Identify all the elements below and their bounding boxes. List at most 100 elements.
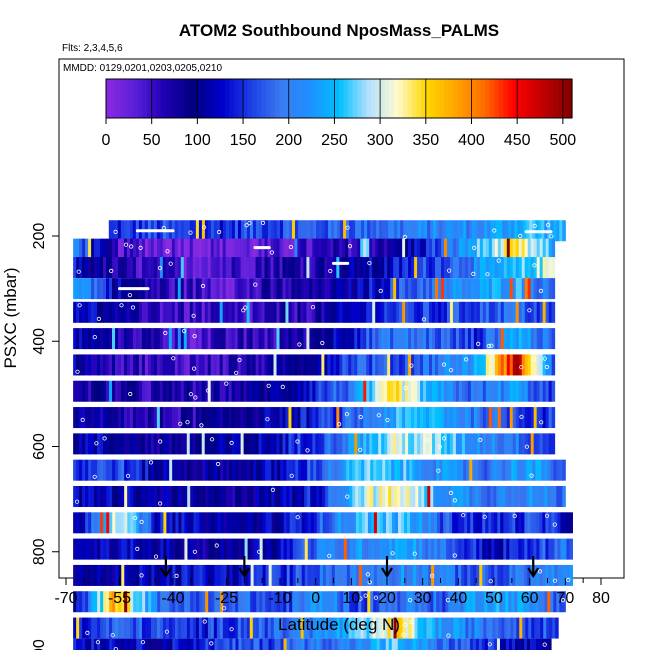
heatmap-cell xyxy=(354,301,358,323)
heatmap-cell xyxy=(94,238,98,260)
heatmap-cell xyxy=(319,638,324,650)
heatmap-cell xyxy=(517,591,521,613)
heatmap-cell xyxy=(280,591,284,613)
heatmap-cell xyxy=(400,638,405,650)
heatmap-cell xyxy=(536,257,541,279)
heatmap-cell xyxy=(117,407,122,429)
heatmap-cell xyxy=(438,433,442,455)
heatmap-cell xyxy=(220,638,224,650)
heatmap-cell xyxy=(91,538,95,560)
heatmap-cell xyxy=(252,238,257,260)
heatmap-cell xyxy=(376,638,381,650)
heatmap-cell xyxy=(381,617,386,639)
heatmap-cell xyxy=(563,538,567,560)
heatmap-cell xyxy=(393,380,397,402)
heatmap-cell xyxy=(544,459,548,481)
heatmap-cell xyxy=(360,278,364,300)
heatmap-cell xyxy=(79,257,83,279)
heatmap-cell xyxy=(339,380,343,402)
heatmap-cell xyxy=(349,485,353,507)
x-tick-label: -10 xyxy=(268,590,291,607)
heatmap-cell xyxy=(157,638,161,650)
heatmap-cell xyxy=(270,278,275,300)
heatmap-cell xyxy=(536,564,540,586)
heatmap-cell xyxy=(343,459,347,481)
heatmap-cell xyxy=(539,538,543,560)
heatmap-cell xyxy=(231,328,236,350)
sample-point xyxy=(412,551,417,556)
heatmap-cell xyxy=(100,538,104,560)
heatmap-cell xyxy=(415,485,419,507)
heatmap-cell xyxy=(504,617,508,639)
heatmap-cell xyxy=(369,328,373,350)
heatmap-cell xyxy=(124,591,128,613)
heatmap-cell xyxy=(363,301,367,323)
heatmap-cell xyxy=(382,459,386,481)
heatmap-cell xyxy=(298,220,302,242)
heatmap-cell xyxy=(129,301,134,323)
heatmap-cell xyxy=(153,354,158,376)
heatmap-cell xyxy=(500,407,505,429)
heatmap-cell xyxy=(411,301,415,323)
heatmap-cell xyxy=(325,638,330,650)
sample-point xyxy=(260,220,266,225)
heatmap-cell xyxy=(261,617,266,639)
heatmap-cell xyxy=(551,538,555,560)
heatmap-cell xyxy=(460,638,465,650)
heatmap-cell xyxy=(82,238,86,260)
heatmap-cell xyxy=(138,328,143,350)
heatmap-cell xyxy=(399,617,403,639)
heatmap-cell xyxy=(186,354,191,376)
heatmap-cell xyxy=(123,407,128,429)
heatmap-cell xyxy=(91,433,95,455)
heatmap-cell xyxy=(443,538,447,560)
heatmap-cell xyxy=(190,638,194,650)
heatmap-cell xyxy=(213,220,218,242)
heatmap-cell xyxy=(264,238,269,260)
heatmap-cell xyxy=(448,220,452,242)
heatmap-cell xyxy=(431,512,435,534)
heatmap-cell xyxy=(348,407,352,429)
heatmap-cell xyxy=(500,328,505,350)
heatmap-cell xyxy=(235,591,239,613)
sample-point xyxy=(367,260,372,266)
heatmap-cell xyxy=(442,220,446,242)
heatmap-cell xyxy=(530,538,534,560)
heatmap-cell xyxy=(452,380,457,402)
heatmap-cell xyxy=(267,257,272,279)
sample-point xyxy=(472,245,477,250)
heatmap-cell xyxy=(246,433,251,455)
colorbar-swatch xyxy=(119,79,125,118)
heatmap-cell xyxy=(97,564,101,586)
heatmap-cell xyxy=(249,257,254,279)
heatmap-cell xyxy=(376,459,380,481)
heatmap-cell xyxy=(512,301,517,323)
heatmap-cell xyxy=(487,459,491,481)
heatmap-cell xyxy=(420,278,424,300)
heatmap-cell xyxy=(180,278,185,300)
heatmap-cell xyxy=(205,538,209,560)
heatmap-cell xyxy=(271,564,276,586)
heatmap-cell xyxy=(159,380,164,402)
heatmap-cell xyxy=(448,485,452,507)
heatmap-cell xyxy=(306,238,310,260)
heatmap-cell xyxy=(123,257,128,279)
heatmap-cell xyxy=(94,380,98,402)
colorbar-swatch xyxy=(471,79,477,118)
heatmap-cell xyxy=(304,564,309,586)
heatmap-cell xyxy=(417,238,421,260)
sample-point xyxy=(402,234,407,240)
heatmap-cell xyxy=(484,459,488,481)
heatmap-cell xyxy=(156,380,161,402)
heatmap-cell xyxy=(334,564,339,586)
heatmap-cell xyxy=(316,459,320,481)
heatmap-cell xyxy=(411,257,415,279)
heatmap-cell xyxy=(240,238,245,260)
heatmap-cell xyxy=(310,220,314,242)
heatmap-cell xyxy=(379,538,384,560)
heatmap-cell xyxy=(333,380,337,402)
heatmap-cell xyxy=(382,512,387,534)
heatmap-cell xyxy=(538,591,542,613)
heatmap-cell xyxy=(238,459,242,481)
heatmap-cell xyxy=(139,459,143,481)
